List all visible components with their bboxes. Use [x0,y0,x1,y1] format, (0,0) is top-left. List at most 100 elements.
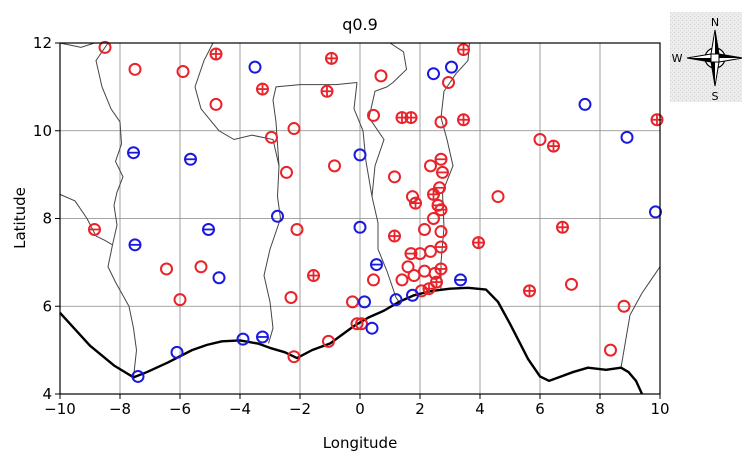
plot-area [59,40,664,395]
station-marker [389,293,403,307]
marker-circle [271,209,284,223]
station-marker [434,240,448,254]
marker-circle [649,205,662,219]
x-tick-label: −4 [229,400,251,418]
y-tick-label: 10 [33,122,52,140]
station-marker [353,220,367,234]
x-tick-label: −10 [44,400,76,418]
station-marker [457,113,470,127]
station-marker [202,222,215,236]
marker-circle [434,225,448,239]
station-marker [434,203,448,217]
y-tick-label: 12 [33,34,52,52]
marker-circle [346,295,359,309]
x-axis-ticks: −10 −8 −6 −4 −2 0 2 4 6 8 10 [44,394,670,418]
station-marker [401,260,415,274]
marker-circle [322,334,335,348]
station-marker [367,108,380,122]
station-marker [457,43,470,57]
station-marker [434,262,448,276]
compass-needle-south [711,62,715,86]
marker-circle [287,350,301,364]
x-tick-label: 6 [535,400,545,418]
marker-circle [491,190,505,204]
marker-circle [367,273,380,287]
station-marker [604,343,617,357]
station-marker [173,293,187,307]
station-marker [427,212,440,225]
marker-circle [173,293,187,307]
marker-circle [604,343,617,357]
x-tick-label: 0 [355,400,365,418]
station-markers [88,40,664,383]
y-axis-ticks: 4 6 8 10 12 [33,34,60,403]
station-marker [194,260,208,274]
marker-circle [355,317,368,331]
country-border [59,42,95,48]
marker-circle [442,75,455,89]
station-marker [556,220,569,234]
marker-circle [367,108,380,122]
station-marker [434,115,448,129]
station-marker [454,273,467,287]
y-tick-label: 8 [42,210,52,228]
station-marker [388,170,401,184]
station-marker [374,69,388,83]
country-border [389,42,404,53]
station-marker [422,282,436,296]
marker-circle [170,345,184,359]
station-marker [128,238,142,252]
compass-label-west: W [672,52,683,65]
station-marker [418,264,431,278]
station-marker [184,152,197,166]
station-marker [170,345,184,359]
marker-circle [350,317,364,331]
station-marker [265,130,278,144]
station-marker [128,62,142,76]
station-marker [209,97,223,111]
y-axis-label: Latitude [11,187,29,249]
station-marker [127,146,140,160]
marker-circle [128,62,142,76]
marker-circle [265,130,278,144]
country-border [272,81,358,166]
station-marker [355,317,368,331]
marker-circle [427,212,440,225]
station-marker [406,288,419,302]
marker-circle [418,264,431,278]
station-marker [256,330,269,344]
station-marker [388,229,401,243]
station-marker [236,332,250,346]
station-marker [547,139,560,153]
station-marker [280,165,293,179]
marker-circle [620,130,634,144]
compass-needle-north [715,30,719,54]
station-marker [358,295,371,309]
station-marker [578,97,592,111]
station-marker [395,273,409,287]
marker-circle [445,60,458,74]
station-marker [436,165,449,179]
station-marker [290,222,304,236]
station-marker [617,299,631,313]
country-borders [59,42,661,378]
station-marker [131,369,145,383]
y-tick-label: 4 [42,385,52,403]
country-border [194,42,282,344]
x-tick-label: 10 [650,400,669,418]
station-marker [424,244,437,258]
station-marker [307,269,320,283]
marker-circle [328,159,341,173]
station-marker [433,181,446,195]
station-marker [256,82,269,96]
marker-circle [353,220,367,234]
marker-circle [401,260,415,274]
station-marker [445,60,458,74]
station-marker [424,159,437,173]
compass-label-south: S [712,90,719,103]
marker-circle [389,293,403,307]
country-border [620,266,661,368]
country-border [59,193,138,378]
station-marker [427,67,440,81]
